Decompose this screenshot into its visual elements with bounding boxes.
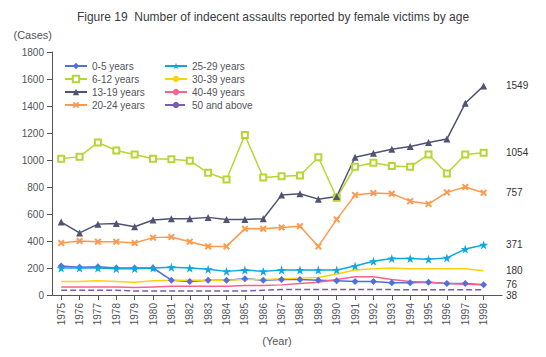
svg-text:40-49 years: 40-49 years [192, 87, 245, 98]
svg-text:400: 400 [27, 236, 44, 247]
svg-text:1054: 1054 [506, 147, 529, 158]
svg-text:1987: 1987 [276, 303, 287, 326]
svg-text:(Year): (Year) [262, 335, 292, 347]
svg-text:1800: 1800 [22, 47, 45, 58]
svg-text:1977: 1977 [92, 303, 103, 326]
svg-text:13-19 years: 13-19 years [92, 87, 145, 98]
svg-text:1991: 1991 [350, 303, 361, 326]
svg-text:1981: 1981 [166, 303, 177, 326]
svg-text:180: 180 [506, 265, 523, 276]
svg-text:1994: 1994 [405, 303, 416, 326]
svg-text:757: 757 [506, 187, 523, 198]
svg-text:0: 0 [38, 290, 44, 301]
svg-text:1993: 1993 [386, 303, 397, 326]
svg-text:1978: 1978 [111, 303, 122, 326]
svg-text:1600: 1600 [22, 74, 45, 85]
svg-text:1984: 1984 [221, 303, 232, 326]
svg-text:1000: 1000 [22, 155, 45, 166]
svg-text:30-39 years: 30-39 years [192, 74, 245, 85]
svg-text:1976: 1976 [74, 303, 85, 326]
svg-text:20-24 years: 20-24 years [92, 100, 145, 111]
svg-text:1979: 1979 [129, 303, 140, 326]
svg-text:1997: 1997 [460, 303, 471, 326]
svg-text:1549: 1549 [506, 80, 529, 91]
svg-text:(Cases): (Cases) [13, 29, 52, 41]
svg-text:600: 600 [27, 209, 44, 220]
svg-text:6-12 years: 6-12 years [92, 74, 139, 85]
svg-text:1986: 1986 [258, 303, 269, 326]
svg-text:1975: 1975 [56, 303, 67, 326]
svg-text:1983: 1983 [203, 303, 214, 326]
svg-text:1995: 1995 [423, 303, 434, 326]
svg-text:1985: 1985 [239, 303, 250, 326]
svg-text:800: 800 [27, 182, 44, 193]
svg-text:1998: 1998 [478, 303, 489, 326]
svg-text:1400: 1400 [22, 101, 45, 112]
svg-text:1990: 1990 [331, 303, 342, 326]
svg-text:0-5 years: 0-5 years [92, 61, 134, 72]
svg-text:1982: 1982 [184, 303, 195, 326]
svg-text:76: 76 [506, 279, 518, 290]
svg-text:38: 38 [506, 290, 518, 301]
svg-text:1988: 1988 [294, 303, 305, 326]
svg-text:1200: 1200 [22, 128, 45, 139]
svg-text:1989: 1989 [313, 303, 324, 326]
svg-text:1992: 1992 [368, 303, 379, 326]
svg-text:Figure 19 Number of indecent: Figure 19 Number of indecent assaults re… [77, 10, 470, 24]
svg-text:50 and above: 50 and above [192, 100, 253, 111]
svg-text:200: 200 [27, 263, 44, 274]
svg-text:1996: 1996 [441, 303, 452, 326]
svg-text:371: 371 [506, 239, 523, 250]
svg-text:25-29 years: 25-29 years [192, 61, 245, 72]
svg-text:1980: 1980 [148, 303, 159, 326]
